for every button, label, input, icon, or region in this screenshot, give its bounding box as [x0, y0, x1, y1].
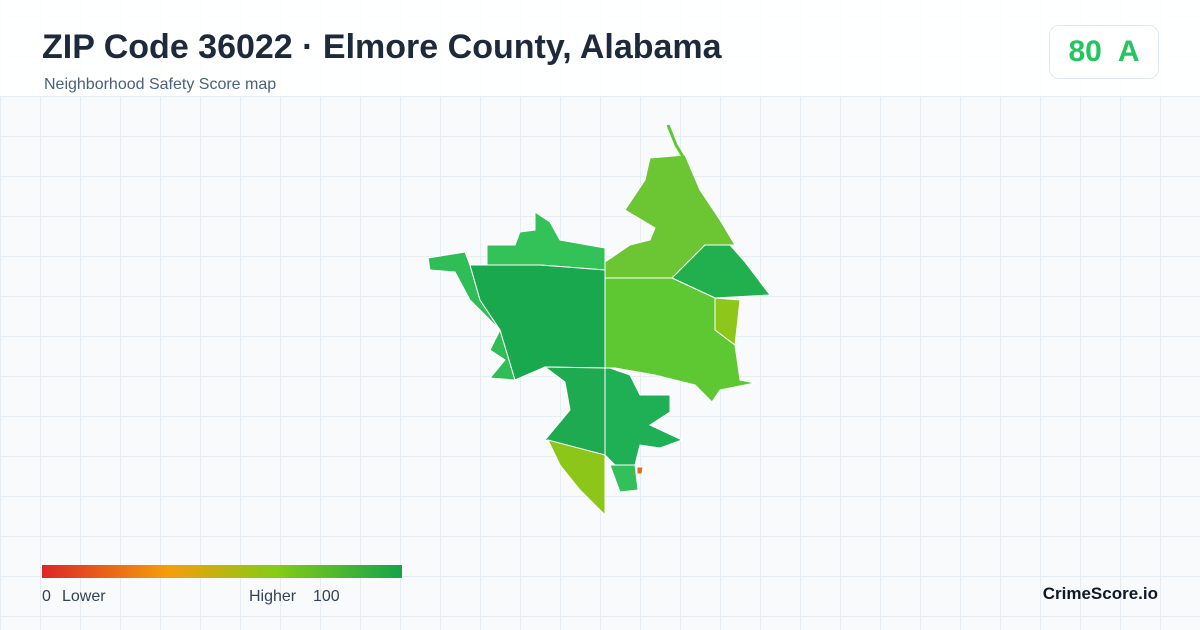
region: [547, 439, 606, 517]
region: [714, 297, 741, 346]
region: [469, 264, 606, 381]
region-edge: [666, 124, 687, 161]
region: [486, 211, 606, 271]
legend-max: 100: [313, 588, 340, 605]
score-badge: 80 A: [1049, 25, 1159, 79]
subtitle: Neighborhood Safety Score map: [44, 76, 277, 93]
brand: CrimeScore.io: [1042, 584, 1158, 603]
legend-gradient: [42, 565, 402, 578]
region: [609, 464, 639, 493]
title: ZIP Code 36022 · Elmore County, Alabama: [42, 28, 722, 66]
legend-max-label: Higher: [249, 588, 297, 605]
legend-min-label: Lower: [62, 588, 106, 605]
score-value: 80: [1068, 35, 1102, 68]
region: [604, 367, 684, 466]
score-grade: A: [1117, 35, 1140, 68]
region: [636, 466, 644, 475]
header-background: [0, 0, 1200, 96]
legend-min: 0: [42, 588, 51, 605]
